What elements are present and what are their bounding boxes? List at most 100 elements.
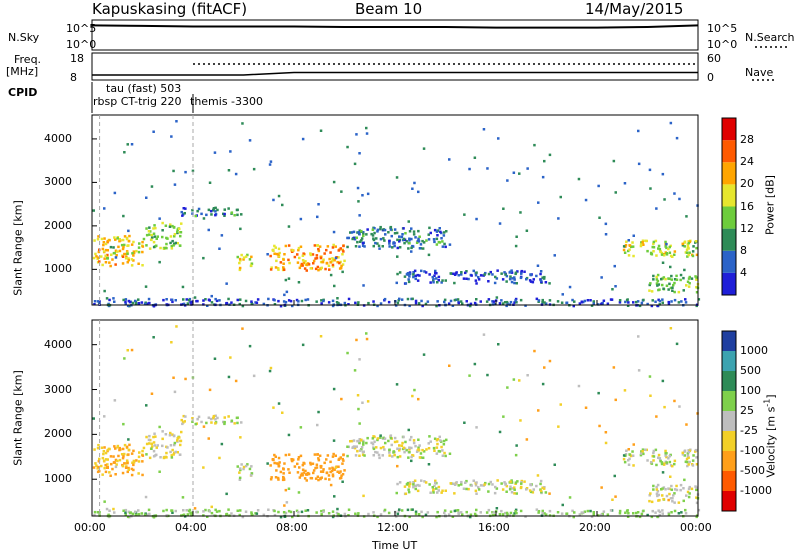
velocity-point [109,455,113,458]
velocity-point [333,495,336,498]
velocity-point [667,498,670,502]
velocity-point [311,462,315,465]
velocity-point [298,466,301,469]
velocity-point [407,490,411,494]
power-point [252,167,256,171]
power-point [97,235,100,238]
power-point [273,303,277,306]
power-point [650,251,653,255]
velocity-point [121,464,125,468]
velocity-point [148,456,152,460]
velocity-point [520,482,523,485]
power-point [648,168,652,172]
velocity-point [174,509,177,513]
velocity-point [611,498,614,501]
velocity-point [669,497,673,500]
power-point [656,304,659,308]
power-point [227,297,230,301]
velocity-point [306,509,310,512]
velocity-point [589,509,592,513]
velocity-point [390,443,393,447]
velocity-point [97,465,100,469]
power-point [214,206,217,210]
power-point [189,301,192,304]
velocity-point [688,492,691,495]
velocity-point [127,453,130,456]
velocity-point [477,488,481,491]
power-point [453,281,456,285]
velocity-point [180,418,183,422]
velocity-point [301,343,305,347]
power-point [180,210,183,214]
velocity-point [166,446,169,449]
power-point [412,271,415,274]
velocity-point [127,466,130,470]
velocity-point [277,462,280,466]
power-point [432,279,435,282]
velocity-point [382,445,385,449]
velocity-point [130,348,134,352]
power-point [412,275,415,279]
velocity-point [657,453,661,457]
velocity-point [110,462,113,466]
velocity-point [657,509,660,512]
power-point [93,300,97,303]
velocity-point [141,473,144,477]
velocity-point [451,515,455,518]
velocity-point [106,458,109,461]
velocity-point [535,484,538,488]
velocity-point [117,454,120,458]
velocity-point [331,455,335,458]
power-point [695,246,698,250]
velocity-point [184,377,187,381]
velocity-point [179,439,183,443]
velocity-point [93,513,96,517]
power-point [658,303,661,306]
power-point [174,241,177,245]
velocity-point [586,509,590,513]
power-point [417,302,421,305]
power-point [622,248,626,252]
velocity-point [453,492,456,495]
velocity-point [220,442,224,446]
velocity-point [137,472,140,475]
power-point [407,273,410,276]
freq-tick-top: 18 [70,52,84,65]
colorbar-cell [722,491,736,511]
velocity-point [658,457,662,460]
velocity-point [244,464,248,468]
power-point [455,271,458,274]
velocity-point [695,486,698,489]
velocity-point [492,511,495,514]
power-point [123,243,126,247]
power-point [95,255,98,258]
power-point [220,234,224,237]
power-point [248,139,252,142]
power-point [137,246,141,249]
power-point [448,243,452,246]
power-point [371,234,375,237]
power-point [418,274,421,277]
power-point [673,253,676,256]
power-point [320,266,323,270]
power-point [179,231,183,234]
velocity-point [376,451,379,454]
velocity-point [420,479,423,482]
power-point [183,212,186,215]
colorbar-cell [722,184,736,207]
power-point [112,297,115,300]
velocity-point [624,511,627,514]
power-point [414,301,418,305]
power-point [612,159,616,163]
velocity-point [238,467,242,470]
velocity-point [494,485,497,489]
velocity-point [468,374,471,377]
velocity-point [388,448,391,452]
velocity-point [305,473,309,476]
power-point [410,250,413,253]
velocity-point [543,486,546,489]
power-point [331,265,335,268]
velocity-point [414,487,417,491]
power-point [175,120,178,123]
velocity-point [641,448,645,451]
